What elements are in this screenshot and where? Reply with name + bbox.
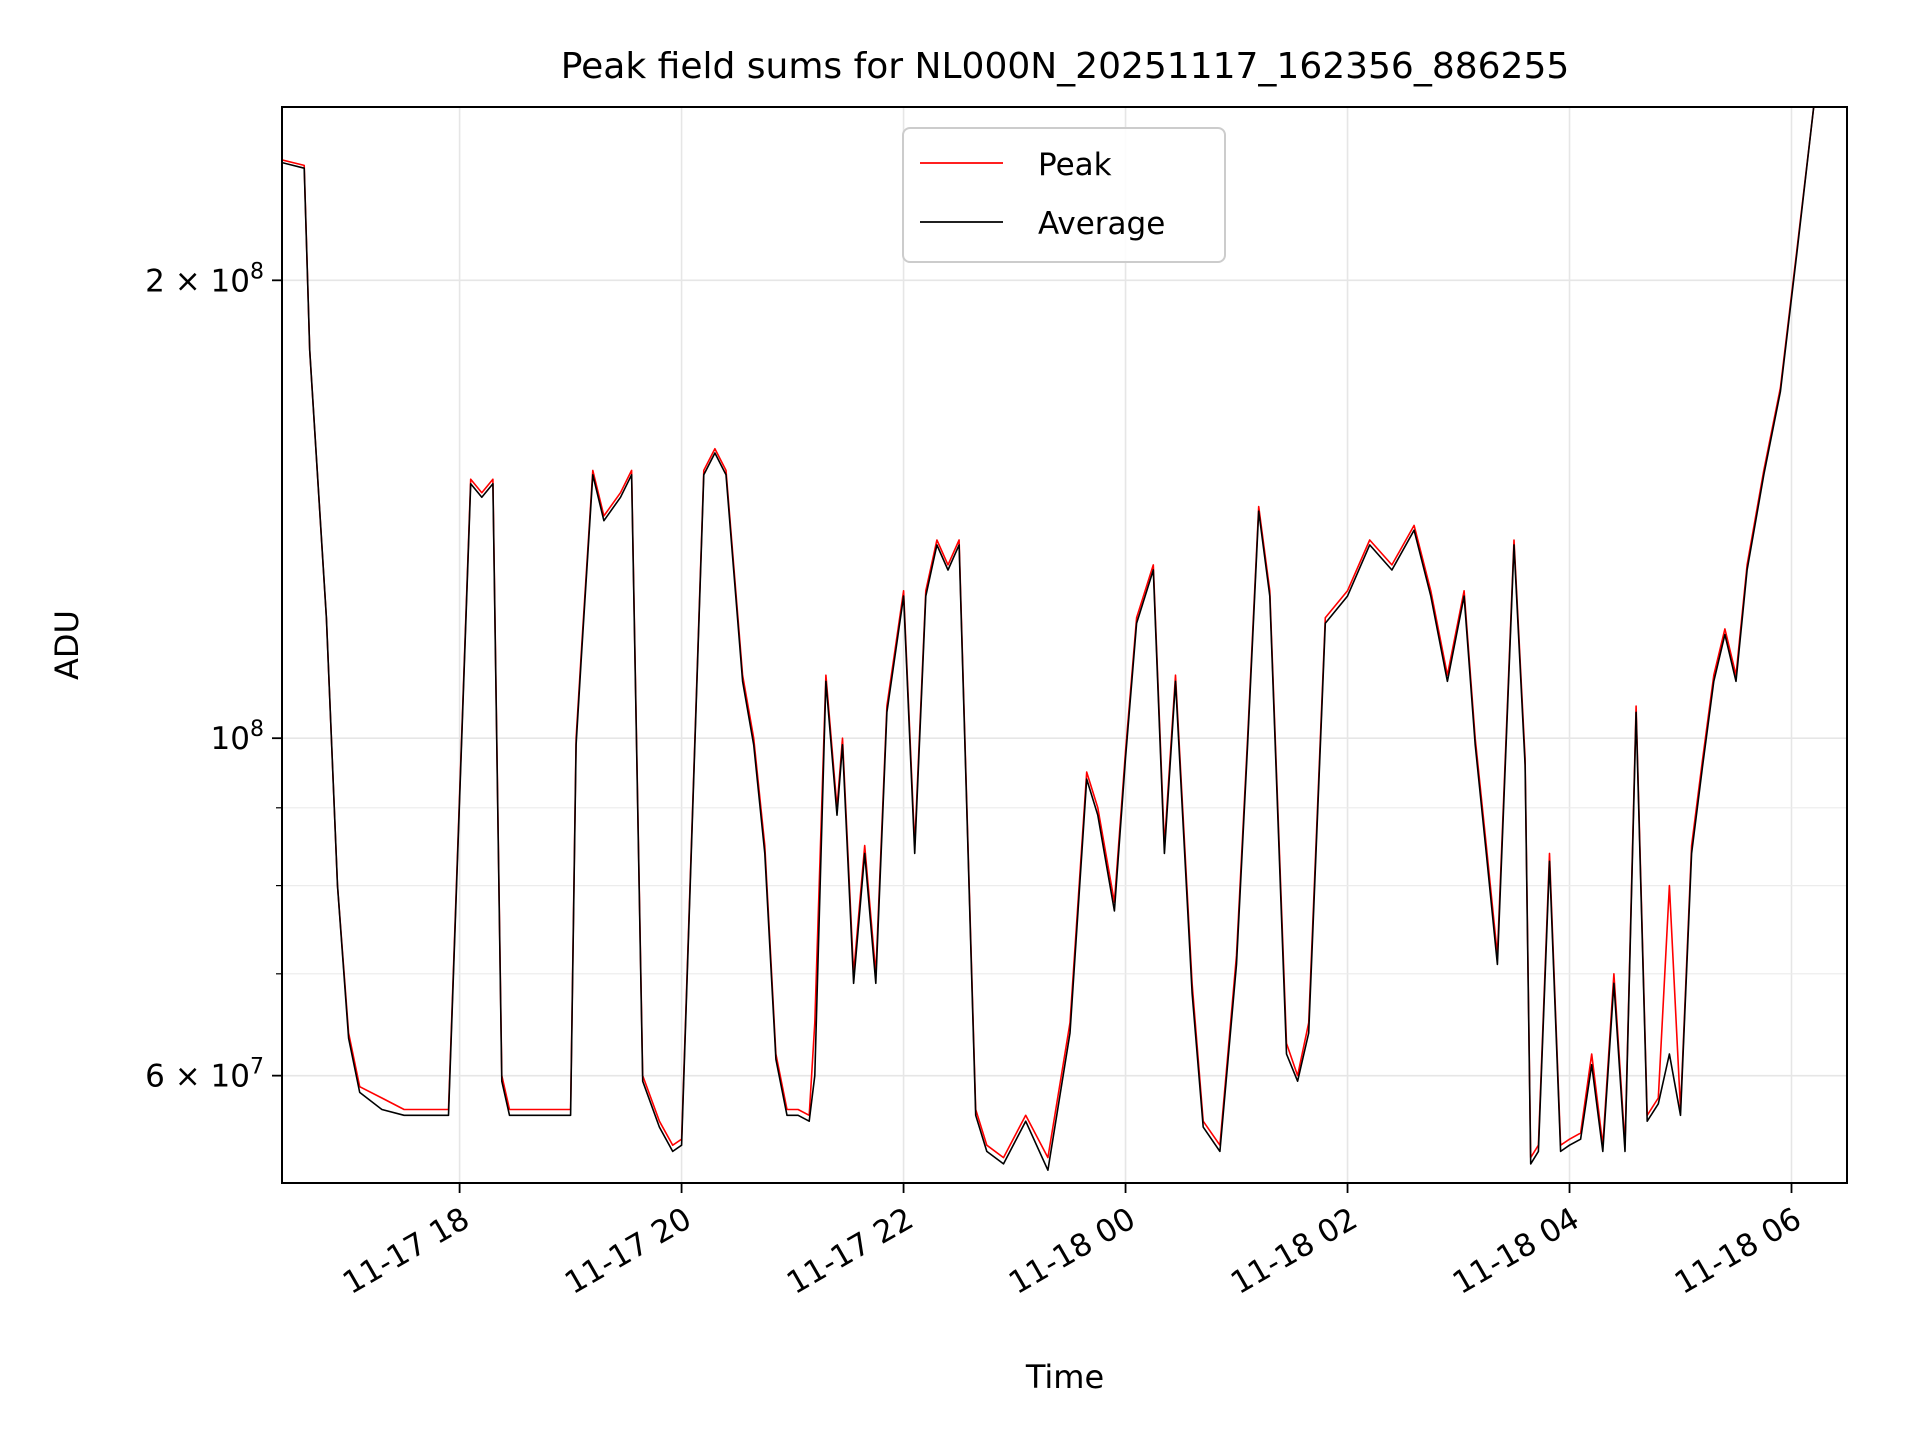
x-axis-label: Time — [1025, 1358, 1104, 1396]
y-axis-ticks: 2 × 108 108 6 × 107 — [145, 259, 282, 1095]
y-tick-label: 6 × 107 — [145, 1055, 264, 1095]
plot-frame — [281, 106, 1848, 1184]
grid — [282, 107, 1847, 1183]
y-axis-label: ADU — [48, 610, 86, 680]
series-line-average — [282, 107, 1847, 1171]
legend-box — [902, 127, 1226, 263]
y-tick-label: 2 × 108 — [145, 259, 264, 299]
legend-label-average: Average — [1038, 206, 1165, 242]
legend: Peak Average — [902, 127, 1226, 263]
y-tick-label: 108 — [211, 717, 264, 757]
legend-label-peak: Peak — [1038, 147, 1112, 183]
chart-title: Peak field sums for NL000N_20251117_1623… — [561, 46, 1570, 87]
series-group — [282, 107, 1847, 1171]
